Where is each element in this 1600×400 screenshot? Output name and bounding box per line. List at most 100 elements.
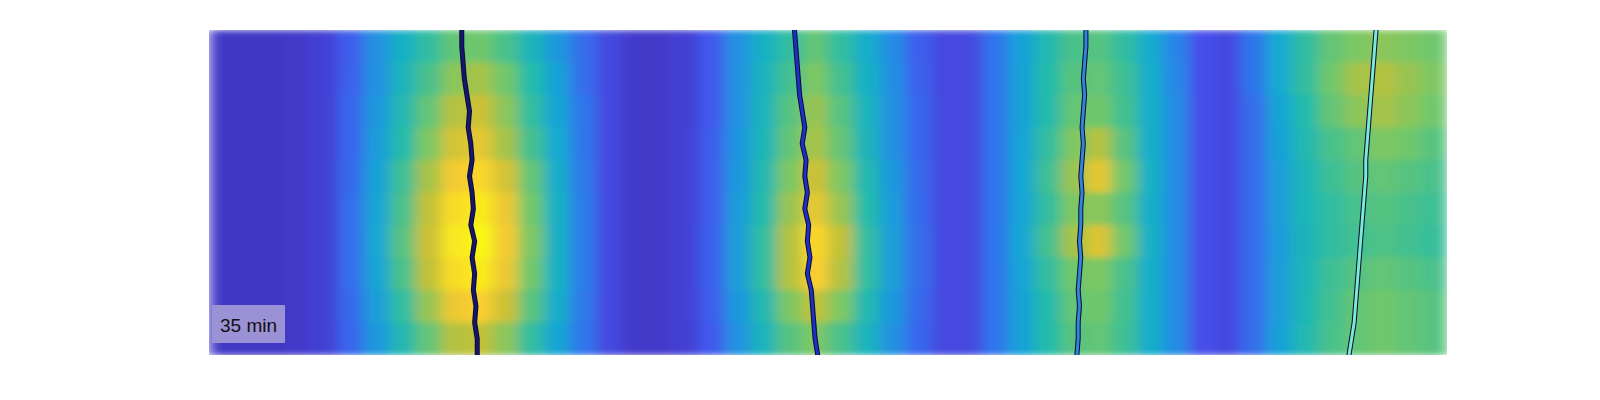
heatmap-cell <box>1241 160 1267 193</box>
heatmap-cell <box>751 128 777 161</box>
heatmap-cell <box>1395 160 1421 193</box>
heatmap-cell <box>1163 160 1189 193</box>
heatmap-cell <box>390 30 416 63</box>
heatmap-cell <box>699 160 725 193</box>
heatmap-cell <box>519 193 545 226</box>
heatmap-cell <box>905 258 931 291</box>
heatmap-cell <box>312 290 338 323</box>
heatmap-cell <box>1266 290 1292 323</box>
heatmap-cell <box>622 128 648 161</box>
heatmap-cell <box>261 30 287 63</box>
heatmap-cell <box>1421 225 1447 258</box>
heatmap-cell <box>1370 95 1396 128</box>
heatmap-cell <box>364 128 390 161</box>
heatmap-cell <box>802 63 828 96</box>
heatmap-cell <box>622 160 648 193</box>
heatmap-cell <box>828 225 854 258</box>
heatmap-cell <box>905 160 931 193</box>
heatmap-cell <box>570 290 596 323</box>
heatmap-cell <box>1241 323 1267 356</box>
heatmap-cell <box>983 225 1009 258</box>
heatmap-cell <box>673 193 699 226</box>
heatmap-cell <box>854 128 880 161</box>
heatmap-cell <box>931 160 957 193</box>
heatmap-cell <box>880 225 906 258</box>
heatmap-cell <box>1318 30 1344 63</box>
heatmap-cell <box>776 290 802 323</box>
heatmap-cell <box>209 225 235 258</box>
heatmap-cell <box>1318 128 1344 161</box>
heatmap-cell <box>493 128 519 161</box>
trace-line <box>462 30 477 355</box>
heatmap-cell <box>905 128 931 161</box>
heatmap-cell <box>493 160 519 193</box>
heatmap-cell <box>519 323 545 356</box>
heatmap-cell <box>390 258 416 291</box>
heatmap-cell <box>1266 160 1292 193</box>
heatmap-cell <box>1215 128 1241 161</box>
heatmap-cell <box>1292 225 1318 258</box>
heatmap-cell <box>957 160 983 193</box>
heatmap-cell <box>1370 193 1396 226</box>
heatmap-cell <box>1421 30 1447 63</box>
heatmap-cell <box>1318 63 1344 96</box>
heatmap-cell <box>880 258 906 291</box>
heatmap-cell <box>544 30 570 63</box>
heatmap-cell <box>544 63 570 96</box>
heatmap-cell <box>673 225 699 258</box>
heatmap-cell <box>1163 193 1189 226</box>
heatmap-cell <box>286 193 312 226</box>
heatmap-cell <box>957 30 983 63</box>
heatmap-cell <box>1421 95 1447 128</box>
traces <box>462 30 1376 355</box>
heatmap-cell <box>1395 290 1421 323</box>
heatmap-cell <box>1163 258 1189 291</box>
heatmap-cell <box>1395 258 1421 291</box>
heatmap-cell <box>312 193 338 226</box>
heatmap-cell <box>828 290 854 323</box>
heatmap-cell <box>622 225 648 258</box>
heatmap-cell <box>880 30 906 63</box>
heatmap-cell <box>286 323 312 356</box>
heatmap-cell <box>364 290 390 323</box>
heatmap-cell <box>854 160 880 193</box>
heatmap-cell <box>1086 95 1112 128</box>
heatmap-cell <box>286 128 312 161</box>
heatmap-cell <box>1344 30 1370 63</box>
heatmap-cell <box>1163 63 1189 96</box>
heatmap-cell <box>1163 128 1189 161</box>
heatmap-cell <box>415 95 441 128</box>
heatmap-cell <box>1421 128 1447 161</box>
heatmap-cell <box>441 323 467 356</box>
heatmap-cell <box>1034 160 1060 193</box>
heatmap-cell <box>338 290 364 323</box>
heatmap-cell <box>312 30 338 63</box>
heatmap-cell <box>338 63 364 96</box>
heatmap-cell <box>1241 30 1267 63</box>
heatmap-cell <box>854 323 880 356</box>
heatmap-cell <box>622 30 648 63</box>
heatmap-cell <box>1421 290 1447 323</box>
heatmap-cell <box>854 30 880 63</box>
heatmap-cell <box>1370 290 1396 323</box>
heatmap-cell <box>519 63 545 96</box>
heatmap-cell <box>647 63 673 96</box>
heatmap-cell <box>261 225 287 258</box>
heatmap-cell <box>854 290 880 323</box>
heatmap-cell <box>957 258 983 291</box>
heatmap-cell <box>1241 258 1267 291</box>
heatmap-cell <box>1034 323 1060 356</box>
heatmap-cell <box>570 128 596 161</box>
heatmap-cell <box>1215 258 1241 291</box>
heatmap-cell <box>1060 323 1086 356</box>
heatmap-cell <box>776 323 802 356</box>
heatmap-cell <box>364 323 390 356</box>
heatmap-cell <box>1009 63 1035 96</box>
heatmap-cell <box>725 128 751 161</box>
heatmap-cell <box>1266 63 1292 96</box>
heatmap-cell <box>1292 30 1318 63</box>
heatmap-cell <box>957 128 983 161</box>
heatmap-cell <box>905 225 931 258</box>
heatmap-cell <box>596 95 622 128</box>
heatmap-cell <box>751 290 777 323</box>
